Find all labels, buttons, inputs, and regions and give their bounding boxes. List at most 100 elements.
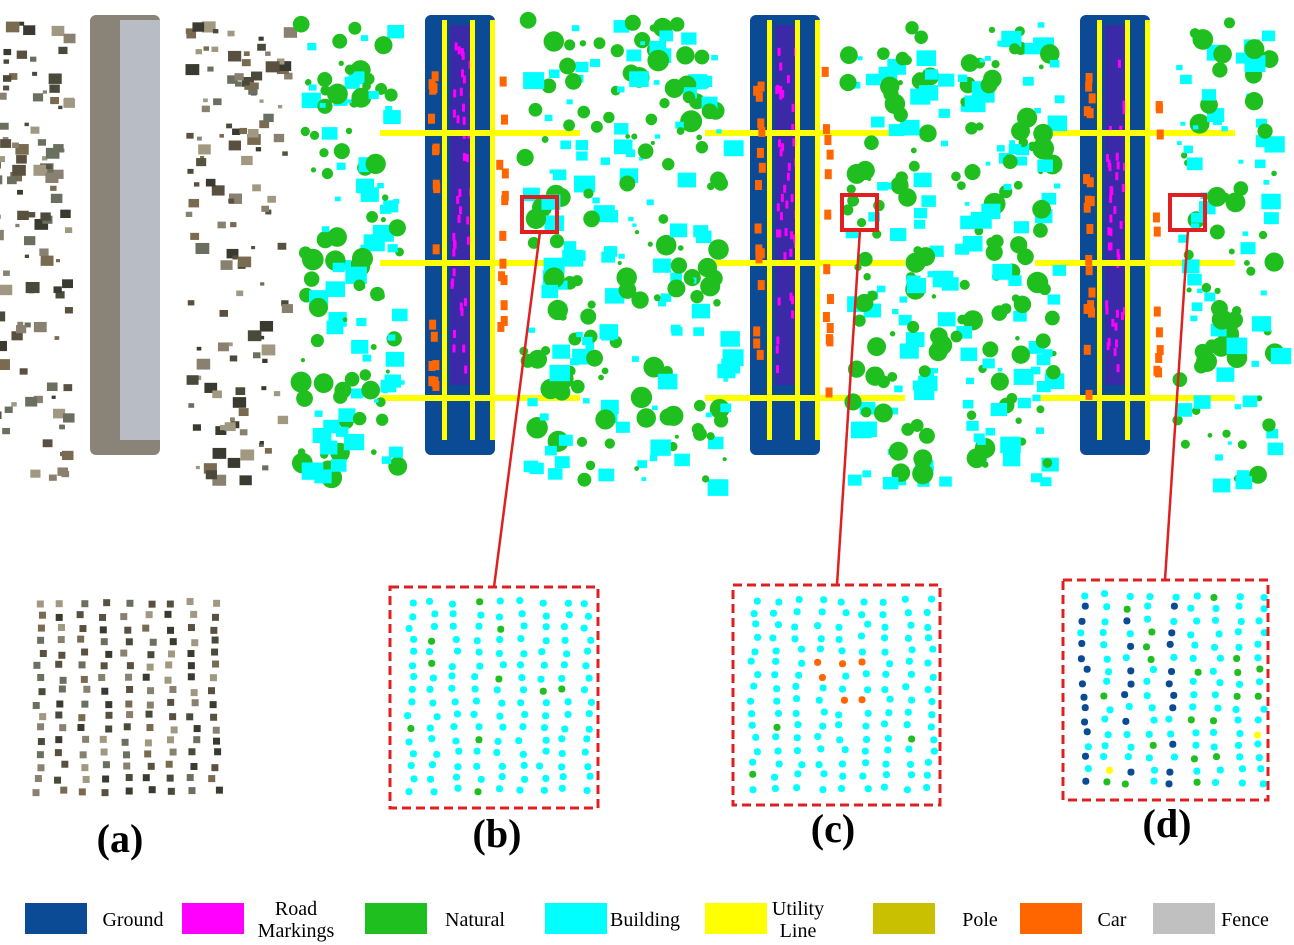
road-marking	[784, 228, 788, 237]
cloud-point	[319, 148, 329, 158]
zoom-point	[431, 610, 439, 618]
zoom-point	[1100, 641, 1108, 649]
cloud-point	[547, 299, 568, 321]
zoom-point	[820, 770, 828, 778]
cloud-point	[355, 178, 375, 194]
cloud-point	[939, 476, 952, 487]
cloud-point	[865, 73, 881, 86]
road-marking	[459, 87, 463, 96]
zoom-point	[1165, 780, 1173, 788]
zoom-point	[774, 747, 782, 755]
cloud-point	[839, 46, 858, 65]
cloud-point	[310, 167, 317, 173]
zoom-point	[747, 657, 755, 665]
cloud-point	[300, 126, 310, 137]
zoom-point	[1238, 779, 1246, 787]
road-marking	[1115, 309, 1119, 318]
cloud-point	[1017, 397, 1031, 409]
cloud-point	[370, 343, 377, 351]
cloud-point	[543, 31, 565, 52]
car	[500, 315, 508, 326]
cloud-point	[16, 50, 28, 59]
zoom-point	[77, 724, 85, 732]
cloud-point	[554, 456, 570, 469]
zoom-point	[473, 747, 481, 755]
cloud-point	[11, 331, 23, 341]
zoom-point	[493, 749, 501, 757]
cloud-point	[997, 367, 1003, 372]
cloud-point	[1266, 428, 1279, 439]
road-marking	[779, 91, 783, 100]
zoom-point	[772, 733, 780, 741]
zoom-point	[747, 697, 755, 705]
cloud-point	[701, 103, 718, 120]
cloud-point	[1008, 275, 1022, 286]
cloud-point	[1211, 336, 1232, 357]
zoom-point	[517, 635, 525, 643]
zoom-point	[1123, 605, 1131, 613]
zoom-point	[145, 710, 153, 718]
road-marking	[460, 69, 464, 78]
zoom-point	[1150, 766, 1158, 774]
connector	[1163, 229, 1190, 581]
cloud-point	[1193, 395, 1211, 409]
road-marking	[459, 302, 463, 311]
cloud-point	[1042, 349, 1053, 358]
zoom-point	[560, 623, 568, 631]
zoom-point	[563, 650, 571, 658]
cloud-point	[1040, 44, 1060, 64]
cloud-point	[335, 426, 349, 437]
cloud-point	[33, 321, 47, 333]
zoom-point	[923, 608, 931, 616]
zoom-point	[1081, 602, 1089, 610]
zoom-point	[750, 682, 758, 690]
cloud-point	[676, 127, 685, 135]
cloud-point	[548, 32, 554, 38]
cloud-point	[577, 105, 591, 119]
cloud-point	[680, 110, 703, 133]
cloud-point	[365, 153, 386, 175]
cloud-point	[211, 46, 219, 53]
car	[428, 361, 436, 372]
zoom-point	[37, 723, 45, 731]
cloud-point	[252, 352, 261, 359]
zoom-point	[1193, 592, 1201, 600]
zoom-point	[146, 663, 154, 671]
legend-label: Utility Line	[771, 898, 825, 942]
cloud-point	[564, 39, 576, 51]
zoom-point	[1081, 718, 1089, 726]
zoom-point	[477, 775, 485, 783]
zoom-point	[581, 748, 589, 756]
cloud-point	[342, 317, 348, 323]
zoom-point	[581, 686, 589, 694]
cloud-point	[276, 58, 285, 65]
legend-label: Ground	[102, 909, 164, 931]
cloud-point	[64, 307, 73, 314]
road-marking	[457, 214, 461, 223]
cloud-point	[45, 172, 59, 184]
cloud-point	[593, 37, 606, 50]
cloud-point	[962, 310, 983, 331]
cloud-point	[3, 270, 10, 276]
zoom-point	[1100, 692, 1108, 700]
cloud-point	[260, 282, 265, 286]
cloud-point	[58, 46, 68, 55]
cloud-point	[1255, 118, 1267, 128]
zoom-point	[542, 747, 550, 755]
cloud-point	[693, 327, 705, 336]
zoom-point	[39, 713, 47, 721]
cloud-point	[1225, 192, 1246, 213]
zoom-point	[475, 723, 483, 731]
cloud-point	[1221, 126, 1228, 132]
zoom-point	[430, 623, 438, 631]
zoom-point	[100, 662, 108, 670]
cloud-point	[212, 29, 219, 34]
zoom-point	[33, 661, 41, 669]
cloud-point	[977, 437, 986, 445]
zoom-point	[149, 638, 157, 646]
cloud-point	[281, 304, 293, 314]
car	[1153, 226, 1161, 237]
zoom-point	[798, 659, 806, 667]
cloud-point	[360, 35, 369, 41]
car	[823, 124, 831, 135]
